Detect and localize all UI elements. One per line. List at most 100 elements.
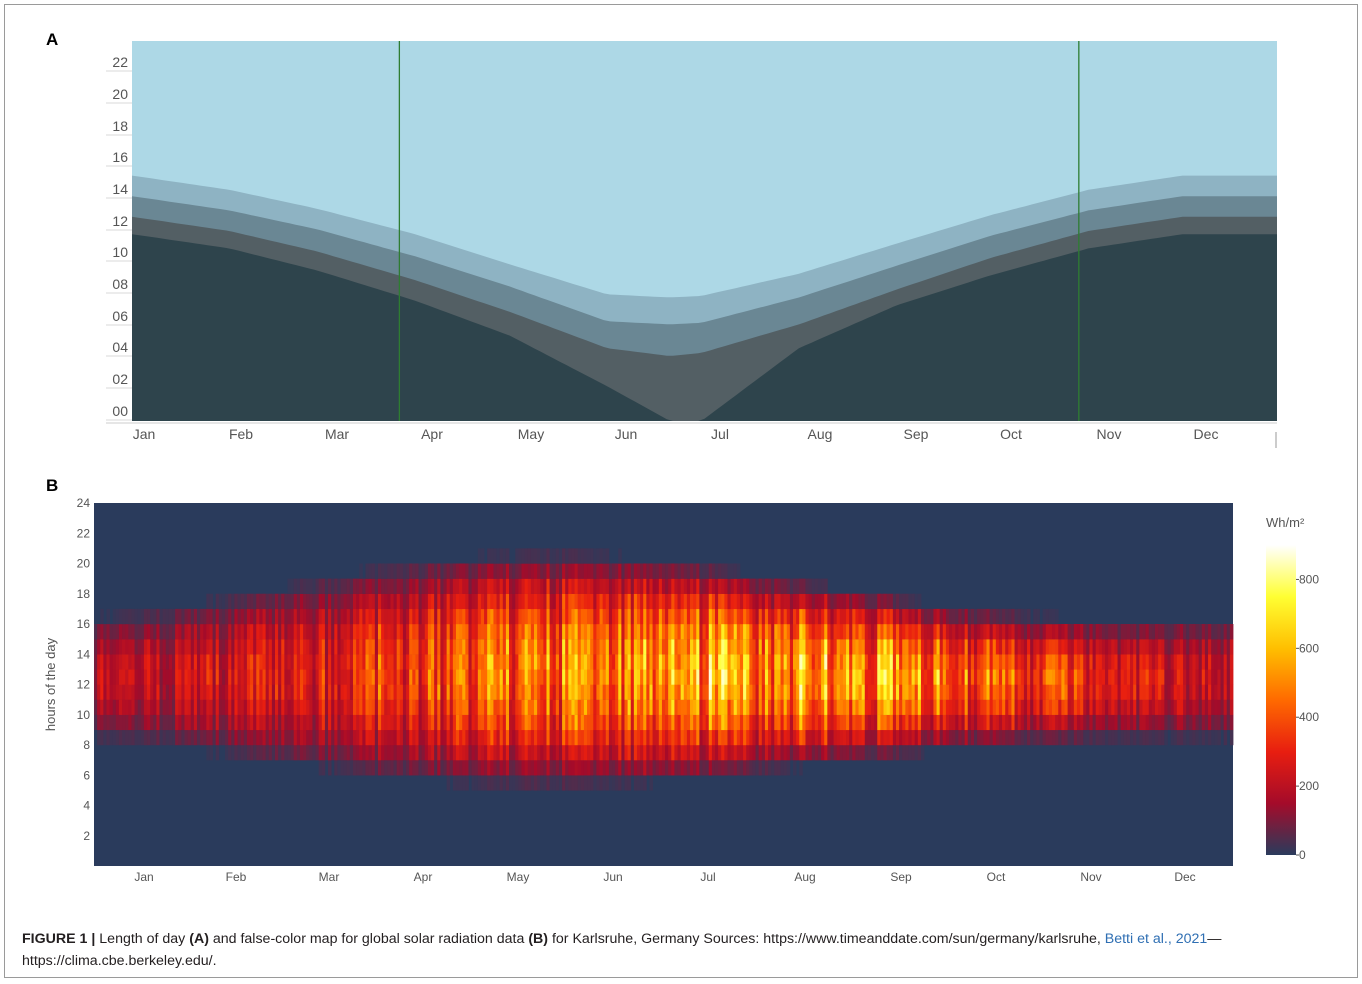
- heatmap-cell: [633, 624, 638, 640]
- heatmap-cell: [505, 578, 510, 594]
- heatmap-cell: [499, 608, 504, 625]
- heatmap-cell: [237, 608, 242, 625]
- heatmap-cell: [1067, 654, 1072, 670]
- heatmap-cell: [605, 729, 610, 746]
- heatmap-cell: [296, 669, 301, 685]
- heatmap-cell: [886, 669, 891, 685]
- heatmap-cell: [693, 745, 697, 761]
- heatmap-cell: [696, 608, 700, 625]
- heatmap-cell: [836, 608, 841, 625]
- heatmap-cell: [499, 669, 504, 685]
- heatmap-cell: [846, 624, 850, 640]
- heatmap-cell: [459, 654, 463, 670]
- heatmap-cell: [768, 714, 772, 731]
- heatmap-cell: [1061, 714, 1065, 731]
- heatmap-cell: [652, 608, 657, 625]
- heatmap-cell: [899, 714, 903, 731]
- heatmap-cell: [343, 729, 348, 746]
- heatmap-cell: [1083, 699, 1087, 715]
- heatmap-cell: [871, 714, 875, 731]
- heatmap-cell: [290, 578, 295, 594]
- heatmap-cell: [699, 714, 703, 731]
- heatmap-cell: [924, 729, 928, 746]
- heatmap-cell: [474, 639, 479, 655]
- heatmap-cell: [746, 578, 750, 594]
- caption-citation-link[interactable]: Betti et al., 2021: [1104, 931, 1208, 947]
- heatmap-cell: [390, 760, 394, 776]
- heatmap-cell: [565, 548, 569, 564]
- heatmap-cell: [168, 624, 173, 640]
- heatmap-cell: [262, 745, 267, 761]
- heatmap-cell: [396, 563, 401, 579]
- heatmap-cell: [565, 578, 569, 594]
- heatmap-cell: [540, 669, 544, 685]
- heatmap-cell: [711, 624, 716, 640]
- heatmap-cell: [343, 608, 348, 625]
- heatmap-cell: [290, 699, 295, 715]
- heatmap-cell: [293, 669, 298, 685]
- heatmap-cell: [774, 729, 778, 746]
- heatmap-cell: [1223, 639, 1228, 655]
- heatmap-cell: [424, 639, 429, 655]
- heatmap-cell: [643, 775, 647, 791]
- heatmap-cell: [774, 593, 778, 610]
- heatmap-cell: [646, 654, 650, 670]
- heatmap-cell: [1067, 714, 1072, 731]
- heatmap-cell: [228, 669, 232, 685]
- heatmap-cell: [593, 684, 597, 700]
- heatmap-cell: [958, 639, 962, 655]
- heatmap-cell: [1073, 699, 1078, 715]
- heatmap-cell: [237, 593, 242, 610]
- heatmap-cell: [552, 745, 557, 761]
- heatmap-cell: [574, 684, 579, 700]
- heatmap-cell: [665, 760, 669, 776]
- heatmap-cell: [118, 624, 123, 640]
- heatmap-cell: [833, 654, 838, 670]
- heatmap-cell: [733, 669, 738, 685]
- heatmap-cell: [936, 654, 941, 670]
- heatmap-cell: [1042, 684, 1047, 700]
- heatmap-cell: [686, 624, 691, 640]
- heatmap-cell: [636, 654, 641, 670]
- heatmap-cell: [970, 639, 975, 655]
- heatmap-cell: [452, 578, 457, 594]
- heatmap-cell: [312, 578, 316, 594]
- heatmap-cell: [583, 760, 588, 776]
- heatmap-cell: [490, 729, 494, 746]
- heatmap-cell: [1173, 669, 1178, 685]
- heatmap-cell: [1217, 684, 1221, 700]
- heatmap-cell: [1101, 624, 1106, 640]
- heatmap-cell: [917, 669, 922, 685]
- heatmap-cell: [949, 624, 953, 640]
- heatmap-cell: [1095, 624, 1100, 640]
- heatmap-cell: [515, 654, 519, 670]
- heatmap-cell: [686, 654, 691, 670]
- heatmap-cell: [465, 593, 469, 610]
- heatmap-cell: [842, 729, 847, 746]
- heatmap-cell: [665, 684, 669, 700]
- heatmap-cell: [122, 714, 126, 731]
- heatmap-cell: [190, 684, 195, 700]
- heatmap-cell: [593, 714, 597, 731]
- heatmap-cell: [730, 684, 735, 700]
- heatmap-cell: [349, 745, 354, 761]
- heatmap-cell: [1179, 624, 1184, 640]
- heatmap-cell: [1033, 684, 1037, 700]
- heatmap-cell: [321, 593, 326, 610]
- heatmap-cell: [555, 639, 560, 655]
- heatmap-cell: [390, 624, 394, 640]
- heatmap-cell: [649, 714, 653, 731]
- heatmap-cell: [880, 714, 884, 731]
- heatmap-cell: [983, 624, 987, 640]
- heatmap-cell: [714, 729, 719, 746]
- heatmap-cell: [1183, 669, 1187, 685]
- heatmap-cell: [995, 669, 1000, 685]
- heatmap-cell: [764, 578, 769, 594]
- heatmap-cell: [908, 699, 912, 715]
- heatmap-cell: [571, 639, 575, 655]
- heatmap-cell: [253, 699, 257, 715]
- heatmap-cell: [359, 714, 363, 731]
- heatmap-cell: [109, 654, 114, 670]
- heatmap-cell: [1020, 714, 1025, 731]
- heatmap-cell: [406, 639, 410, 655]
